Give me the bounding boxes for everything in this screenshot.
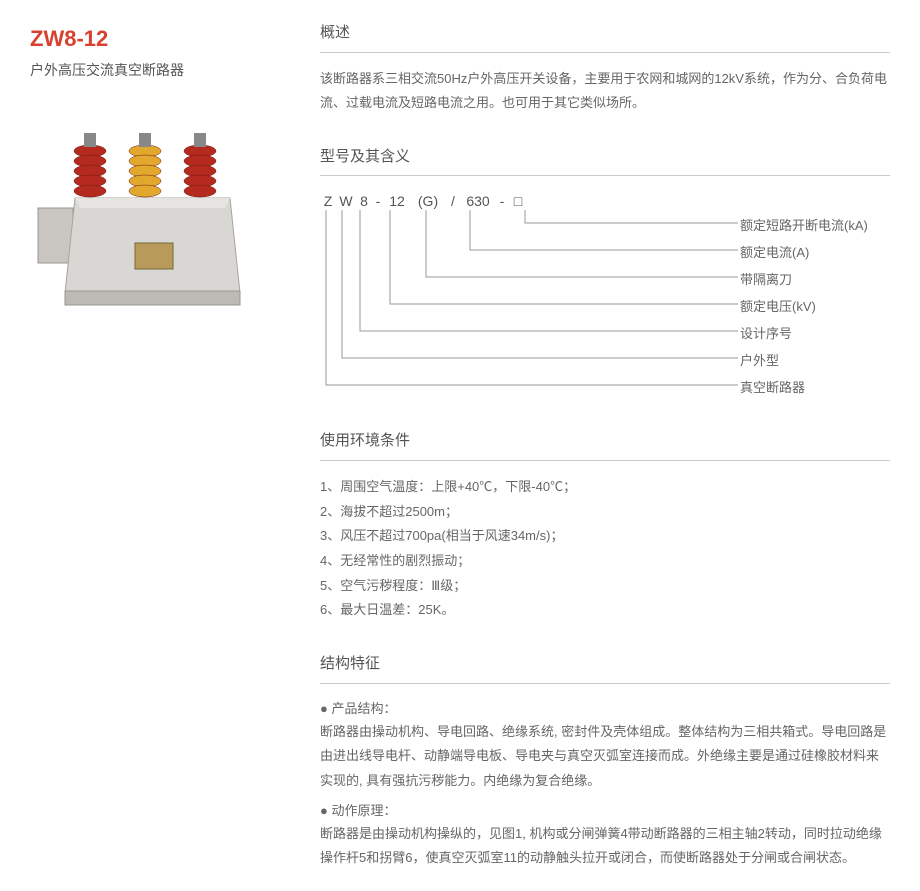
model-desc-item: 户外型 xyxy=(740,347,880,374)
environment-list: 1、周围空气温度：上限+40℃，下限-40℃；2、海拔不超过2500m；3、风压… xyxy=(320,475,890,623)
model-desc-item: 带隔离刀 xyxy=(740,266,880,293)
env-item: 4、无经常性的剧烈振动； xyxy=(320,549,890,574)
model-diagram: ZW8-12(G)/630-□ 额定短路开断电流(kA)额定电流(A)带隔离刀额… xyxy=(320,190,880,400)
section-title-structure: 结构特征 xyxy=(320,651,890,684)
env-item: 2、海拔不超过2500m； xyxy=(320,500,890,525)
structure-bullet2-head: ● 动作原理： xyxy=(320,800,890,822)
structure-bullet1-head: ● 产品结构： xyxy=(320,698,890,720)
structure-bullet2-text: 断路器是由操动机构操纵的，见图1, 机构或分闸弹簧4带动断路器的三相主轴2转动，… xyxy=(320,822,890,871)
overview-text: 该断路器系三相交流50Hz户外高压开关设备，主要用于农网和城网的12kV系统，作… xyxy=(320,67,890,116)
structure-bullet1-text: 断路器由操动机构、导电回路、绝缘系统, 密封件及壳体组成。整体结构为三相共箱式。… xyxy=(320,720,890,794)
product-image xyxy=(30,113,250,333)
section-title-environment: 使用环境条件 xyxy=(320,428,890,461)
model-code: ZW8-12 xyxy=(30,20,280,57)
model-subtitle: 户外高压交流真空断路器 xyxy=(30,59,280,83)
model-desc-item: 额定电压(kV) xyxy=(740,293,880,320)
section-title-model-meaning: 型号及其含义 xyxy=(320,144,890,177)
env-item: 5、空气污秽程度：Ⅲ级； xyxy=(320,574,890,599)
env-item: 3、风压不超过700pa(相当于风速34m/s)； xyxy=(320,524,890,549)
model-desc-item: 额定短路开断电流(kA) xyxy=(740,212,880,239)
model-desc-item: 真空断路器 xyxy=(740,374,880,401)
model-desc-item: 设计序号 xyxy=(740,320,880,347)
env-item: 1、周围空气温度：上限+40℃，下限-40℃； xyxy=(320,475,890,500)
model-desc-item: 额定电流(A) xyxy=(740,239,880,266)
env-item: 6、最大日温差：25K。 xyxy=(320,598,890,623)
section-title-overview: 概述 xyxy=(320,20,890,53)
